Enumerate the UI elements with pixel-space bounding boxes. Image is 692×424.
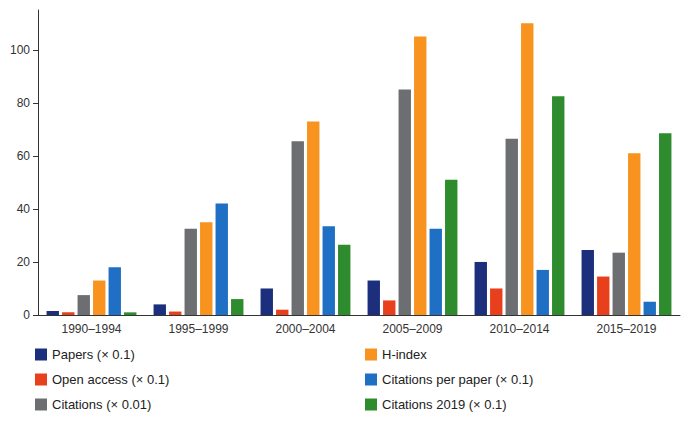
svg-text:Citations 2019 (× 0.1): Citations 2019 (× 0.1) bbox=[382, 397, 507, 412]
svg-text:2010–2014: 2010–2014 bbox=[489, 322, 549, 336]
svg-text:Papers (× 0.1): Papers (× 0.1) bbox=[52, 347, 135, 362]
svg-text:H-index: H-index bbox=[382, 347, 427, 362]
svg-text:2005–2009: 2005–2009 bbox=[382, 322, 442, 336]
svg-text:Citations per paper (× 0.1): Citations per paper (× 0.1) bbox=[382, 372, 533, 387]
svg-text:1995–1999: 1995–1999 bbox=[168, 322, 228, 336]
svg-text:1990–1994: 1990–1994 bbox=[61, 322, 121, 336]
svg-text:100: 100 bbox=[10, 43, 30, 57]
svg-text:Citations (× 0.01): Citations (× 0.01) bbox=[52, 397, 151, 412]
svg-text:0: 0 bbox=[23, 308, 30, 322]
svg-text:20: 20 bbox=[17, 255, 31, 269]
svg-text:60: 60 bbox=[17, 149, 31, 163]
svg-text:Open access (× 0.1): Open access (× 0.1) bbox=[52, 372, 169, 387]
svg-text:2000–2004: 2000–2004 bbox=[275, 322, 335, 336]
svg-text:40: 40 bbox=[17, 202, 31, 216]
svg-text:2015–2019: 2015–2019 bbox=[596, 322, 656, 336]
svg-text:80: 80 bbox=[17, 96, 31, 110]
